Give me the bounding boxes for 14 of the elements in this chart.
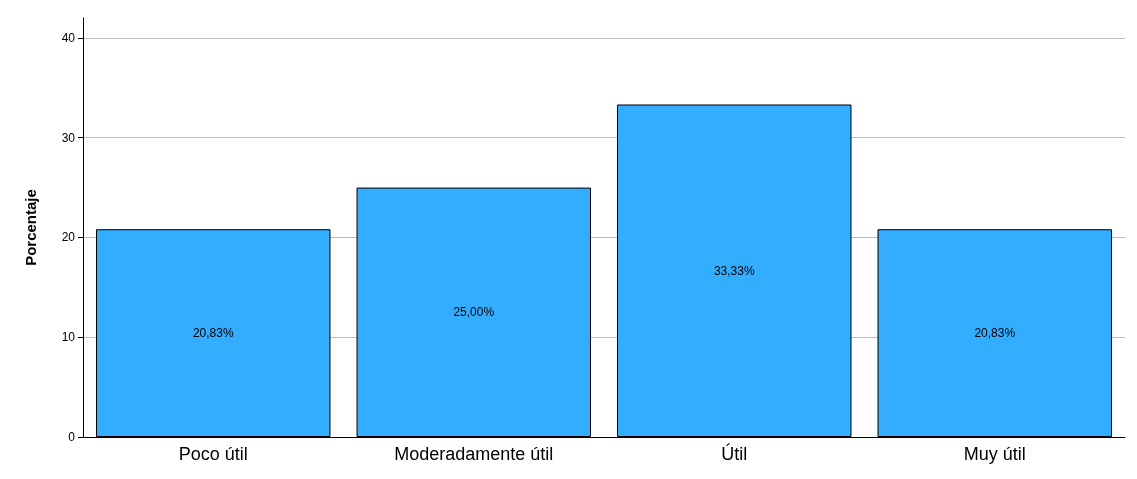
x-tick-label: Moderadamente útil [394,444,554,464]
y-tick-label: 30 [61,130,76,145]
y-tick-label: 0 [68,430,76,444]
data-label: 25,00% [453,305,495,320]
y-tick-label: 40 [61,30,76,45]
y-tick-label: 10 [61,330,76,345]
data-label: 20,83% [192,326,234,341]
data-label: 20,83% [974,326,1016,341]
y-axis-title: Porcentaje [22,189,39,266]
data-label: 33,33% [713,263,755,278]
x-tick-label: Poco útil [178,444,248,464]
x-tick-label: Útil [721,443,748,464]
x-tick-label: Muy útil [963,444,1026,464]
y-tick-label: 20 [61,230,76,245]
